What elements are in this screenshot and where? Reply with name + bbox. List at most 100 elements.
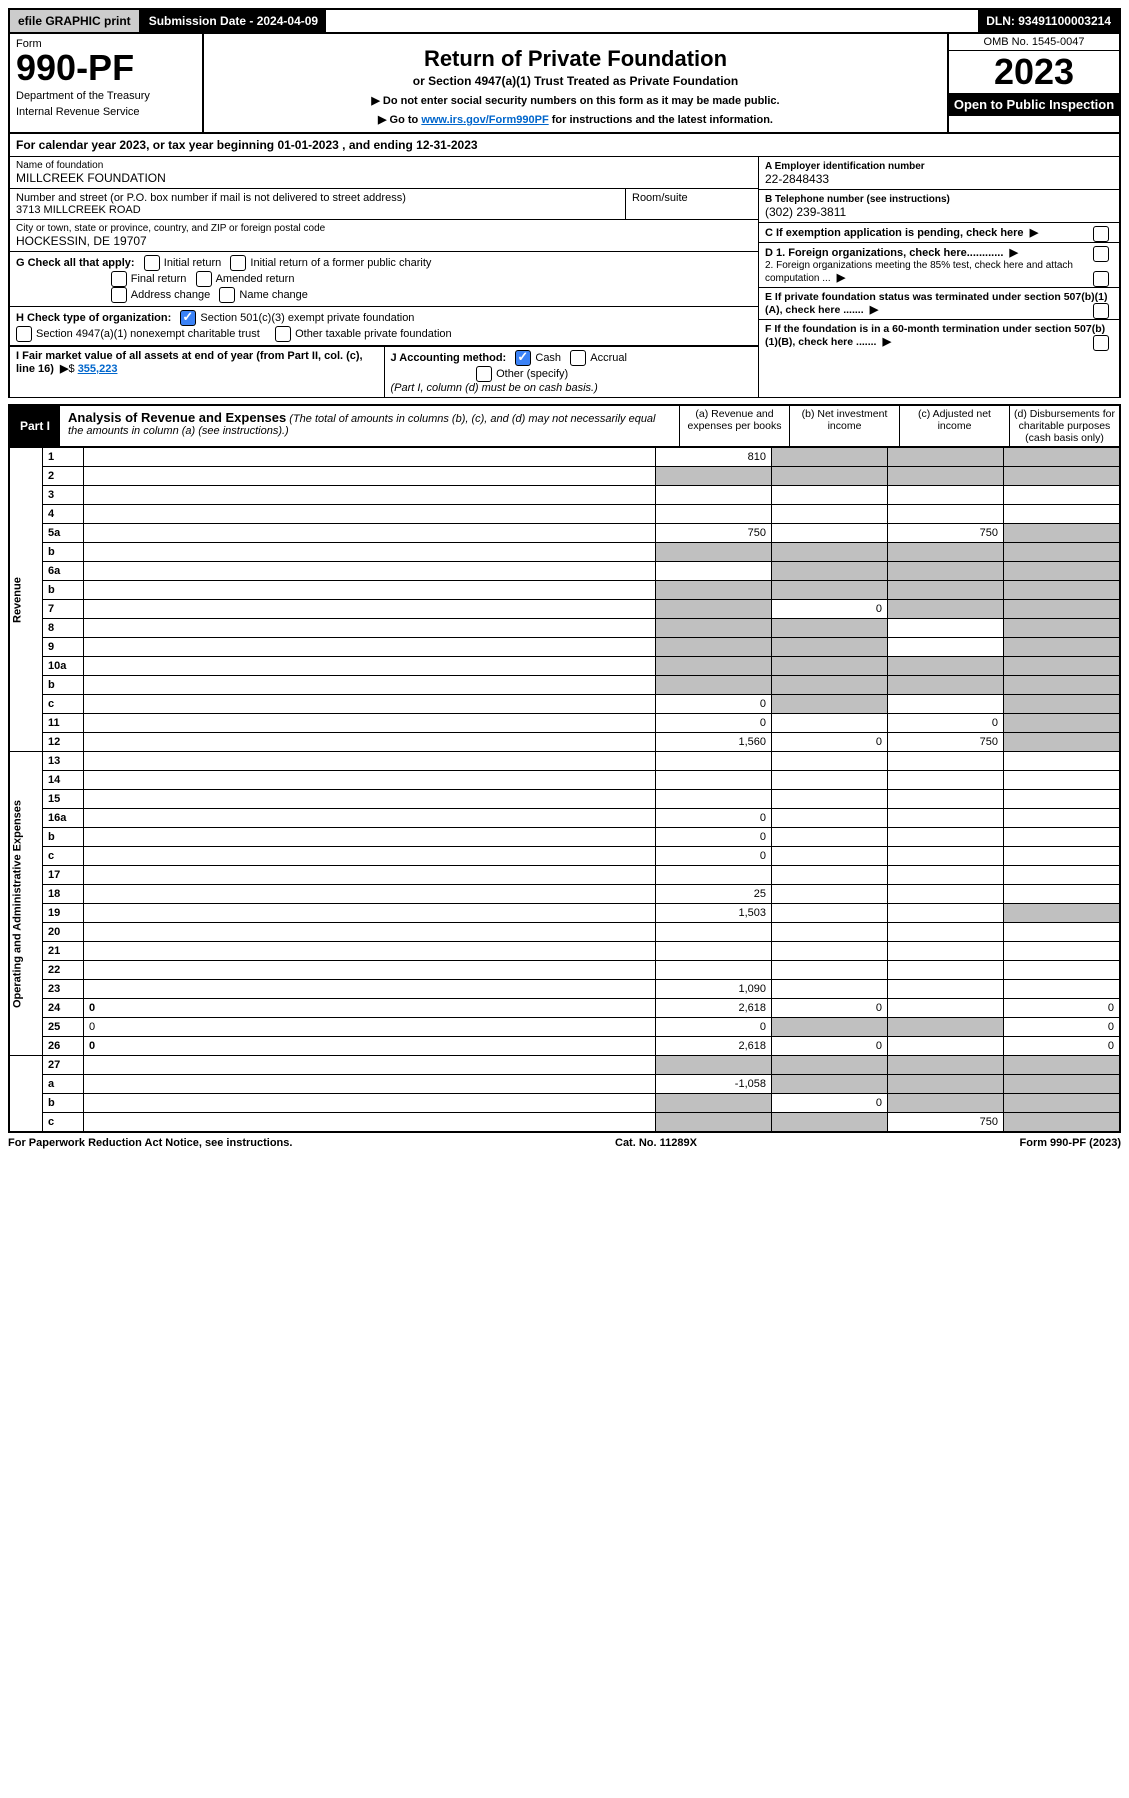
cell-c [888, 961, 1004, 980]
footer-right: Form 990-PF (2023) [1020, 1137, 1121, 1149]
row-number: b [43, 828, 84, 847]
cell-a [656, 562, 772, 581]
cell-a [656, 1094, 772, 1113]
cell-c [888, 790, 1004, 809]
cell-b [772, 923, 888, 942]
form990pf-link[interactable]: www.irs.gov/Form990PF [421, 114, 548, 126]
cell-b [772, 1075, 888, 1094]
cell-a: -1,058 [656, 1075, 772, 1094]
table-row: c750 [9, 1113, 1120, 1133]
c-label: C If exemption application is pending, c… [765, 227, 1024, 239]
col-b-header: (b) Net investment income [789, 406, 899, 446]
foreign-org-checkbox[interactable] [1093, 246, 1109, 262]
amended-return-checkbox[interactable] [196, 271, 212, 287]
cell-a [656, 676, 772, 695]
form-header: Form 990-PF Department of the Treasury I… [8, 34, 1121, 134]
row-number: 25 [43, 1018, 84, 1037]
cell-c [888, 505, 1004, 524]
row-desc [84, 961, 656, 980]
foreign-85-checkbox[interactable] [1093, 271, 1109, 287]
cell-c [888, 904, 1004, 923]
cell-a [656, 1113, 772, 1133]
cell-d [1004, 790, 1121, 809]
cell-d [1004, 923, 1121, 942]
row-number: 3 [43, 486, 84, 505]
fmv-link[interactable]: 355,223 [78, 363, 118, 375]
60month-checkbox[interactable] [1093, 335, 1109, 351]
cell-c [888, 885, 1004, 904]
row-desc [84, 752, 656, 771]
table-row: 2602,61800 [9, 1037, 1120, 1056]
address: 3713 MILLCREEK ROAD [16, 204, 619, 216]
row-desc [84, 562, 656, 581]
row-desc [84, 866, 656, 885]
table-row: 15 [9, 790, 1120, 809]
cell-b [772, 638, 888, 657]
cell-a [656, 543, 772, 562]
row-number: 20 [43, 923, 84, 942]
city-label: City or town, state or province, country… [16, 223, 752, 234]
row-number: c [43, 1113, 84, 1133]
cell-d [1004, 524, 1121, 543]
row-desc [84, 771, 656, 790]
ein: 22-2848433 [765, 172, 829, 186]
cell-d [1004, 543, 1121, 562]
accrual-checkbox[interactable] [570, 350, 586, 366]
table-row: 1100 [9, 714, 1120, 733]
initial-return-former-checkbox[interactable] [230, 255, 246, 271]
final-return-checkbox[interactable] [111, 271, 127, 287]
form-subtitle: or Section 4947(a)(1) Trust Treated as P… [210, 74, 941, 88]
cell-b [772, 657, 888, 676]
row-number: 5a [43, 524, 84, 543]
cash-checkbox[interactable] [515, 350, 531, 366]
calendar-year-line: For calendar year 2023, or tax year begi… [8, 134, 1121, 157]
table-row: 121,5600750 [9, 733, 1120, 752]
row-number: 1 [43, 448, 84, 467]
cell-b [772, 448, 888, 467]
cell-c [888, 581, 1004, 600]
cell-c [888, 486, 1004, 505]
cell-b [772, 961, 888, 980]
cell-a [656, 923, 772, 942]
cell-a: 1,090 [656, 980, 772, 999]
row-number: 17 [43, 866, 84, 885]
name-change-checkbox[interactable] [219, 287, 235, 303]
cell-b: 0 [772, 1037, 888, 1056]
cell-c [888, 847, 1004, 866]
table-row: 9 [9, 638, 1120, 657]
ein-label: A Employer identification number [765, 161, 925, 172]
cell-a: 750 [656, 524, 772, 543]
row-desc [84, 448, 656, 467]
row-number: a [43, 1075, 84, 1094]
table-row: Revenue1810 [9, 448, 1120, 467]
row-desc [84, 638, 656, 657]
4947a1-checkbox[interactable] [16, 326, 32, 342]
cell-b: 0 [772, 1094, 888, 1113]
501c3-checkbox[interactable] [180, 310, 196, 326]
exemption-pending-checkbox[interactable] [1093, 226, 1109, 242]
table-row: a -1,058 [9, 1075, 1120, 1094]
status-terminated-checkbox[interactable] [1093, 303, 1109, 319]
cell-d [1004, 809, 1121, 828]
cell-b [772, 505, 888, 524]
table-row: Operating and Administrative Expenses13 [9, 752, 1120, 771]
row-number: 16a [43, 809, 84, 828]
cell-b [772, 524, 888, 543]
row-desc [84, 619, 656, 638]
other-taxable-checkbox[interactable] [275, 326, 291, 342]
phone-label: B Telephone number (see instructions) [765, 194, 950, 205]
row-desc [84, 543, 656, 562]
cell-c: 750 [888, 733, 1004, 752]
other-method-checkbox[interactable] [476, 366, 492, 382]
row-number: 21 [43, 942, 84, 961]
table-row: 2 [9, 467, 1120, 486]
cell-a: 810 [656, 448, 772, 467]
cell-c [888, 600, 1004, 619]
cell-a [656, 638, 772, 657]
row-number: 6a [43, 562, 84, 581]
address-change-checkbox[interactable] [111, 287, 127, 303]
initial-return-checkbox[interactable] [144, 255, 160, 271]
cell-a [656, 600, 772, 619]
g-check-row: G Check all that apply: Initial return I… [10, 252, 758, 307]
cell-b [772, 562, 888, 581]
